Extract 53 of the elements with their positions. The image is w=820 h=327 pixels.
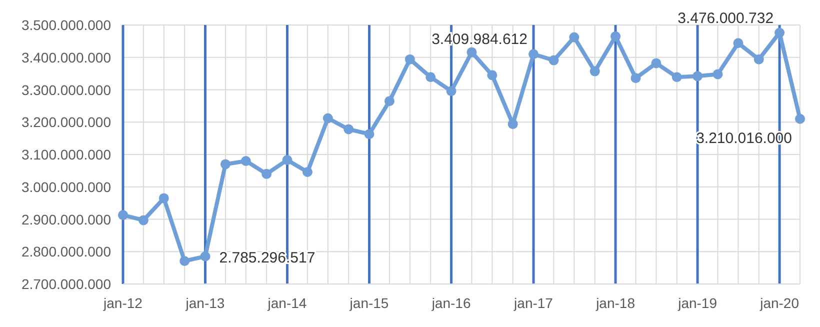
y-tick-label: 2.900.000.000 [21, 211, 112, 228]
x-tick-label: jan-19 [677, 295, 718, 311]
point [158, 193, 169, 204]
data-label: 3.476.000.732 [678, 10, 774, 27]
point [692, 71, 703, 82]
point [262, 168, 272, 179]
point [548, 55, 559, 66]
point [322, 113, 333, 124]
y-tick-label: 3.300.000.000 [21, 82, 112, 98]
point [282, 155, 292, 166]
point [200, 251, 210, 262]
x-tick-label: jan-16 [430, 295, 471, 311]
point [795, 114, 805, 124]
point [180, 256, 190, 266]
point [508, 119, 518, 130]
x-tick-label: jan-13 [184, 295, 225, 311]
point [466, 47, 477, 58]
point [712, 69, 723, 80]
point [220, 159, 230, 170]
point [774, 28, 785, 38]
point [384, 96, 394, 106]
y-tick-label: 2.700.000.000 [21, 276, 112, 292]
y-tick-label: 2.800.000.000 [21, 244, 112, 260]
y-tick-label: 3.000.000.000 [21, 178, 112, 195]
point [138, 215, 148, 226]
point [672, 72, 682, 82]
point [487, 70, 498, 80]
point [404, 54, 415, 64]
y-tick-label: 3.400.000.000 [21, 49, 112, 66]
y-tick-label: 3.200.000.000 [21, 114, 112, 130]
x-tick-label: jan-18 [595, 295, 636, 311]
point [630, 73, 641, 84]
point [590, 66, 600, 76]
y-tick-label: 3.500.000.000 [21, 17, 112, 33]
x-tick-label: jan-15 [348, 295, 389, 311]
point [610, 31, 621, 42]
point [302, 166, 312, 177]
point [651, 58, 662, 68]
x-tick-label: jan-14 [266, 295, 307, 311]
point [754, 54, 764, 64]
point [528, 49, 539, 60]
x-tick-label: jan-20 [759, 295, 800, 311]
point [118, 210, 128, 220]
point [364, 129, 374, 140]
x-tick-label: jan-12 [102, 295, 143, 311]
y-tick-label: 3.100.000.000 [21, 146, 112, 162]
point [733, 38, 744, 48]
point [426, 72, 436, 82]
point [344, 124, 354, 134]
x-tick-label: jan-17 [513, 295, 554, 311]
point [446, 86, 456, 96]
point [240, 156, 251, 166]
point [569, 32, 580, 42]
